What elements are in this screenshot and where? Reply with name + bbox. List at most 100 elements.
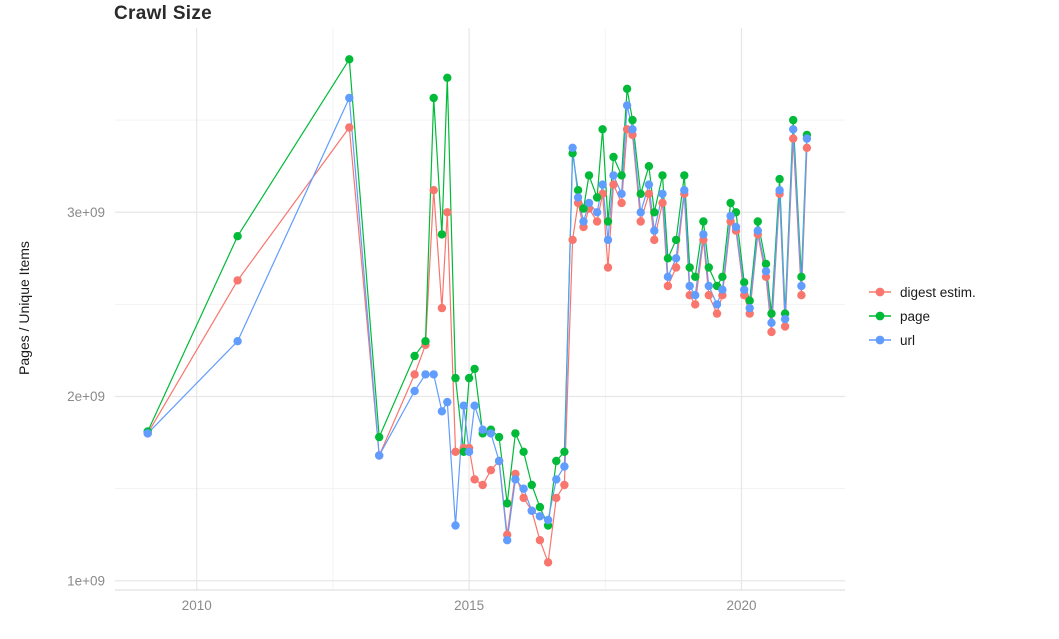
y-axis-label: Pages / Unique Items xyxy=(16,241,32,375)
data-point-url xyxy=(671,254,681,263)
data-point-url xyxy=(753,226,762,235)
data-point-digest-estim- xyxy=(658,198,667,208)
url-series-key-icon xyxy=(869,335,891,345)
data-point-digest-estim- xyxy=(712,309,722,318)
data-point-url xyxy=(745,303,754,313)
data-point-digest-estim- xyxy=(560,480,569,490)
data-point-page xyxy=(745,296,754,305)
data-point-page xyxy=(628,115,637,125)
series-line-digest-estim- xyxy=(147,126,808,564)
data-point-url xyxy=(712,300,722,309)
page-series-key-icon xyxy=(869,311,891,321)
data-point-page xyxy=(573,186,583,195)
data-point-digest-estim- xyxy=(603,263,613,272)
y-tick-label: 3e+09 xyxy=(67,205,105,220)
data-point-page xyxy=(680,171,689,180)
data-point-url xyxy=(598,180,607,189)
data-point-digest-estim- xyxy=(789,134,798,143)
legend-label-digest: digest estim. xyxy=(900,284,976,300)
data-point-page xyxy=(603,217,613,226)
legend-label-url: url xyxy=(900,332,916,348)
data-point-digest-estim- xyxy=(437,303,447,313)
data-point-page xyxy=(797,272,806,281)
data-point-url xyxy=(451,521,460,530)
data-point-digest-estim- xyxy=(704,291,713,300)
data-point-digest-estim- xyxy=(797,291,806,300)
data-point-url xyxy=(584,198,594,208)
data-point-page xyxy=(663,254,673,263)
data-point-url xyxy=(699,230,708,239)
data-point-page xyxy=(511,429,520,438)
data-point-page xyxy=(658,171,667,180)
data-point-url xyxy=(658,189,667,198)
y-tick-label: 1e+09 xyxy=(67,573,105,588)
data-point-digest-estim- xyxy=(519,493,528,503)
x-tick-label: 2010 xyxy=(182,598,212,613)
data-point-page xyxy=(726,198,735,208)
data-point-page xyxy=(470,364,479,374)
legend: digest estim. page url xyxy=(868,284,976,348)
data-point-digest-estim- xyxy=(345,123,354,132)
data-point-url xyxy=(718,285,727,294)
data-point-url xyxy=(552,475,561,484)
data-point-page xyxy=(617,171,626,180)
data-point-page xyxy=(753,217,762,226)
series-line-url xyxy=(147,97,808,541)
data-point-url xyxy=(775,186,784,195)
data-point-page xyxy=(464,373,474,383)
data-point-page xyxy=(560,447,569,456)
data-point-url xyxy=(780,314,790,324)
data-point-digest-estim- xyxy=(663,281,673,291)
data-point-page xyxy=(443,73,452,83)
data-point-url xyxy=(704,281,713,291)
data-point-page xyxy=(233,232,242,241)
legend-item-page: page xyxy=(868,308,976,324)
data-point-page xyxy=(519,447,528,456)
data-point-url xyxy=(568,143,577,152)
data-point-digest-estim- xyxy=(486,466,496,475)
data-point-digest-estim- xyxy=(780,322,790,331)
data-point-digest-estim- xyxy=(535,536,545,545)
data-point-page xyxy=(789,115,798,125)
data-point-page xyxy=(761,259,771,269)
data-point-url xyxy=(579,217,588,226)
data-point-url xyxy=(680,186,689,195)
data-point-url xyxy=(437,407,447,416)
data-point-page xyxy=(699,217,708,226)
data-point-url xyxy=(527,506,536,515)
data-point-digest-estim- xyxy=(552,493,561,503)
data-point-url xyxy=(233,337,242,346)
data-point-url xyxy=(740,285,749,294)
data-point-url xyxy=(511,475,520,484)
chart-title: Crawl Size xyxy=(114,3,213,24)
data-point-url xyxy=(478,425,487,434)
data-point-digest-estim- xyxy=(451,447,460,456)
data-point-page xyxy=(579,204,588,213)
data-point-page xyxy=(527,480,536,490)
data-point-url xyxy=(609,171,618,180)
data-point-page xyxy=(740,278,749,287)
data-point-digest-estim- xyxy=(802,143,812,152)
data-point-url xyxy=(691,291,700,300)
data-point-page xyxy=(636,189,645,198)
x-tick-label: 2020 xyxy=(726,598,756,613)
data-point-url xyxy=(519,484,528,493)
x-tick-label: 2015 xyxy=(454,598,484,613)
data-point-digest-estim- xyxy=(767,327,776,337)
data-point-digest-estim- xyxy=(568,235,577,245)
data-point-url xyxy=(143,429,152,438)
data-point-url xyxy=(503,536,512,545)
data-point-digest-estim- xyxy=(636,217,645,226)
data-point-page xyxy=(775,174,784,184)
data-point-digest-estim- xyxy=(609,180,618,189)
data-point-url xyxy=(731,222,741,232)
data-point-page xyxy=(494,432,504,442)
data-point-url xyxy=(767,318,776,327)
data-point-page xyxy=(704,263,713,272)
legend-item-url: url xyxy=(868,332,976,348)
data-point-url xyxy=(429,370,438,379)
data-point-digest-estim- xyxy=(543,558,553,567)
data-point-digest-estim- xyxy=(443,208,452,217)
data-point-page xyxy=(767,309,776,318)
